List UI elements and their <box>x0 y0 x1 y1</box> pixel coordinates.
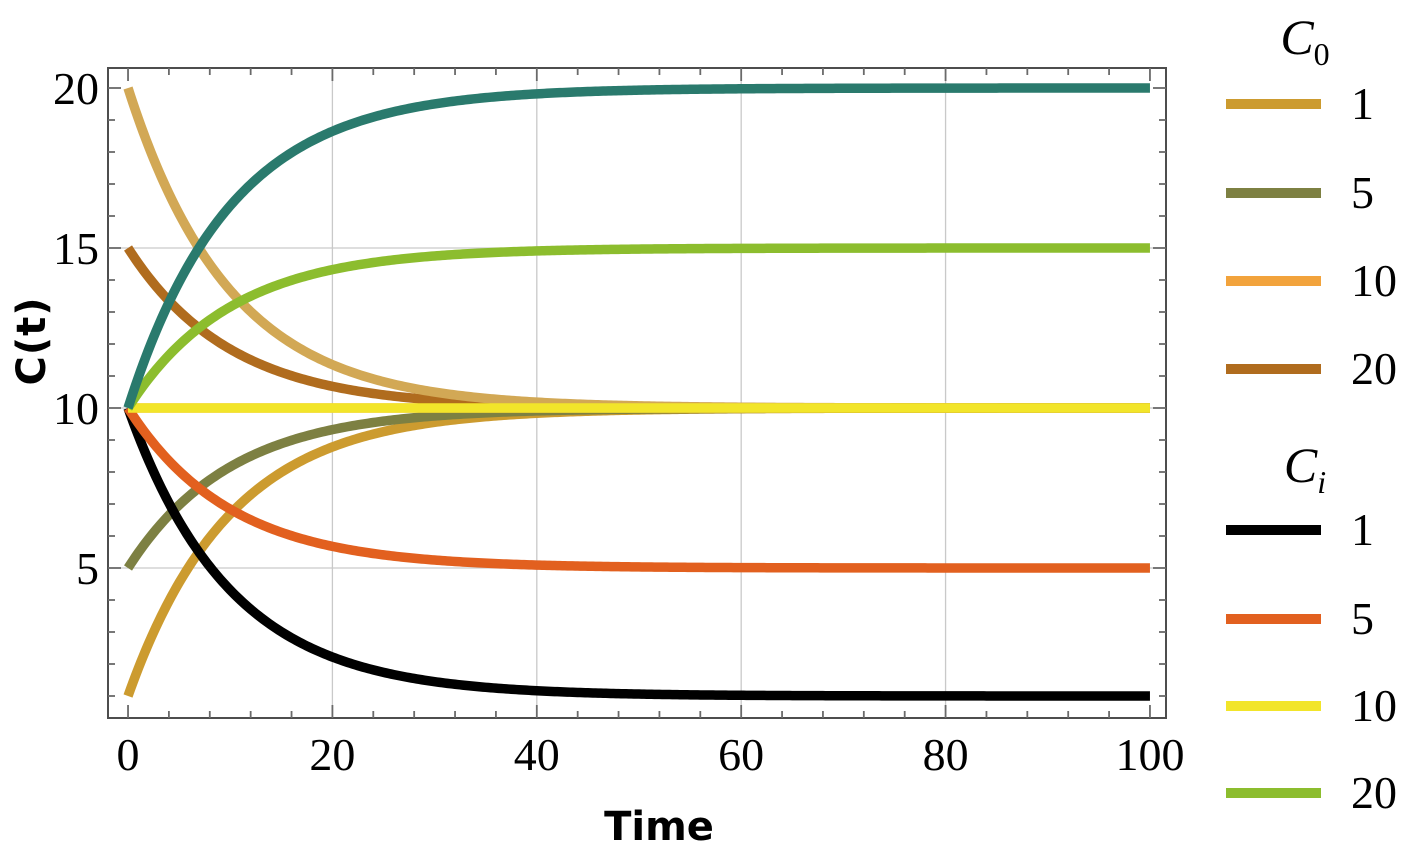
y-tick-label: 20 <box>53 63 99 114</box>
legend-item-label: 5 <box>1351 593 1374 644</box>
x-tick-label: 100 <box>1115 729 1184 780</box>
legend-item-label: 5 <box>1351 167 1374 218</box>
plot-frame <box>107 67 1167 719</box>
legend-item: 20 <box>1226 344 1397 394</box>
legend-swatch-icon <box>1226 788 1321 798</box>
legend-title-c0: C0 <box>1240 8 1370 70</box>
legend-item: 20 <box>1226 768 1397 818</box>
x-tick-label: 80 <box>923 729 969 780</box>
legend-swatch-icon <box>1226 701 1321 711</box>
legend-item-label: 10 <box>1351 680 1397 731</box>
legend-item: 1 <box>1226 79 1374 129</box>
legend-title-ci-base: C <box>1283 437 1318 493</box>
legend-item: 10 <box>1226 256 1397 306</box>
legend-item: 1 <box>1226 505 1374 555</box>
legend-swatch-icon <box>1226 188 1321 198</box>
curve-C0-start5-end10 <box>124 403 1150 571</box>
curve-C0-start15-end10 <box>124 245 1150 413</box>
curve-Ci-start10-end15 <box>124 243 1150 411</box>
legend-swatch-icon <box>1226 99 1321 109</box>
x-tick-label: 0 <box>117 729 140 780</box>
legend-title-c0-base: C <box>1280 9 1314 65</box>
legend-title-ci-sub: i <box>1317 464 1327 500</box>
y-tick-label: 15 <box>53 223 99 274</box>
legend-item-label: 1 <box>1351 504 1374 555</box>
legend-item-label: 10 <box>1351 255 1397 306</box>
legend-swatch-icon <box>1226 525 1321 535</box>
x-tick-label: 20 <box>309 729 355 780</box>
legend: C0 1 5 10 20 Ci 1 5 <box>1206 0 1412 854</box>
legend-title-ci: Ci <box>1240 436 1370 498</box>
y-tick-label: 10 <box>53 383 99 434</box>
y-axis-label: C(t) <box>9 296 55 386</box>
legend-swatch-icon <box>1226 364 1321 374</box>
x-tick-label: 40 <box>514 729 560 780</box>
legend-item: 5 <box>1226 168 1374 218</box>
curve-C0-start1-end10 <box>123 403 1150 698</box>
legend-title-c0-sub: 0 <box>1313 36 1330 72</box>
x-axis-label: Time <box>604 804 714 850</box>
curve-Ci-start10-end1 <box>123 406 1150 701</box>
legend-item: 5 <box>1226 594 1374 644</box>
y-tick-label: 5 <box>76 543 99 594</box>
legend-item-label: 1 <box>1351 78 1374 129</box>
legend-swatch-icon <box>1226 276 1321 286</box>
legend-item: 10 <box>1226 681 1397 731</box>
legend-swatch-icon <box>1226 614 1321 624</box>
curve-Ci-start10-end20 <box>123 83 1150 410</box>
legend-item-label: 20 <box>1351 767 1397 818</box>
legend-item-label: 20 <box>1351 343 1397 394</box>
curve-Ci-start10-end5 <box>124 405 1150 573</box>
x-tick-label: 60 <box>718 729 764 780</box>
